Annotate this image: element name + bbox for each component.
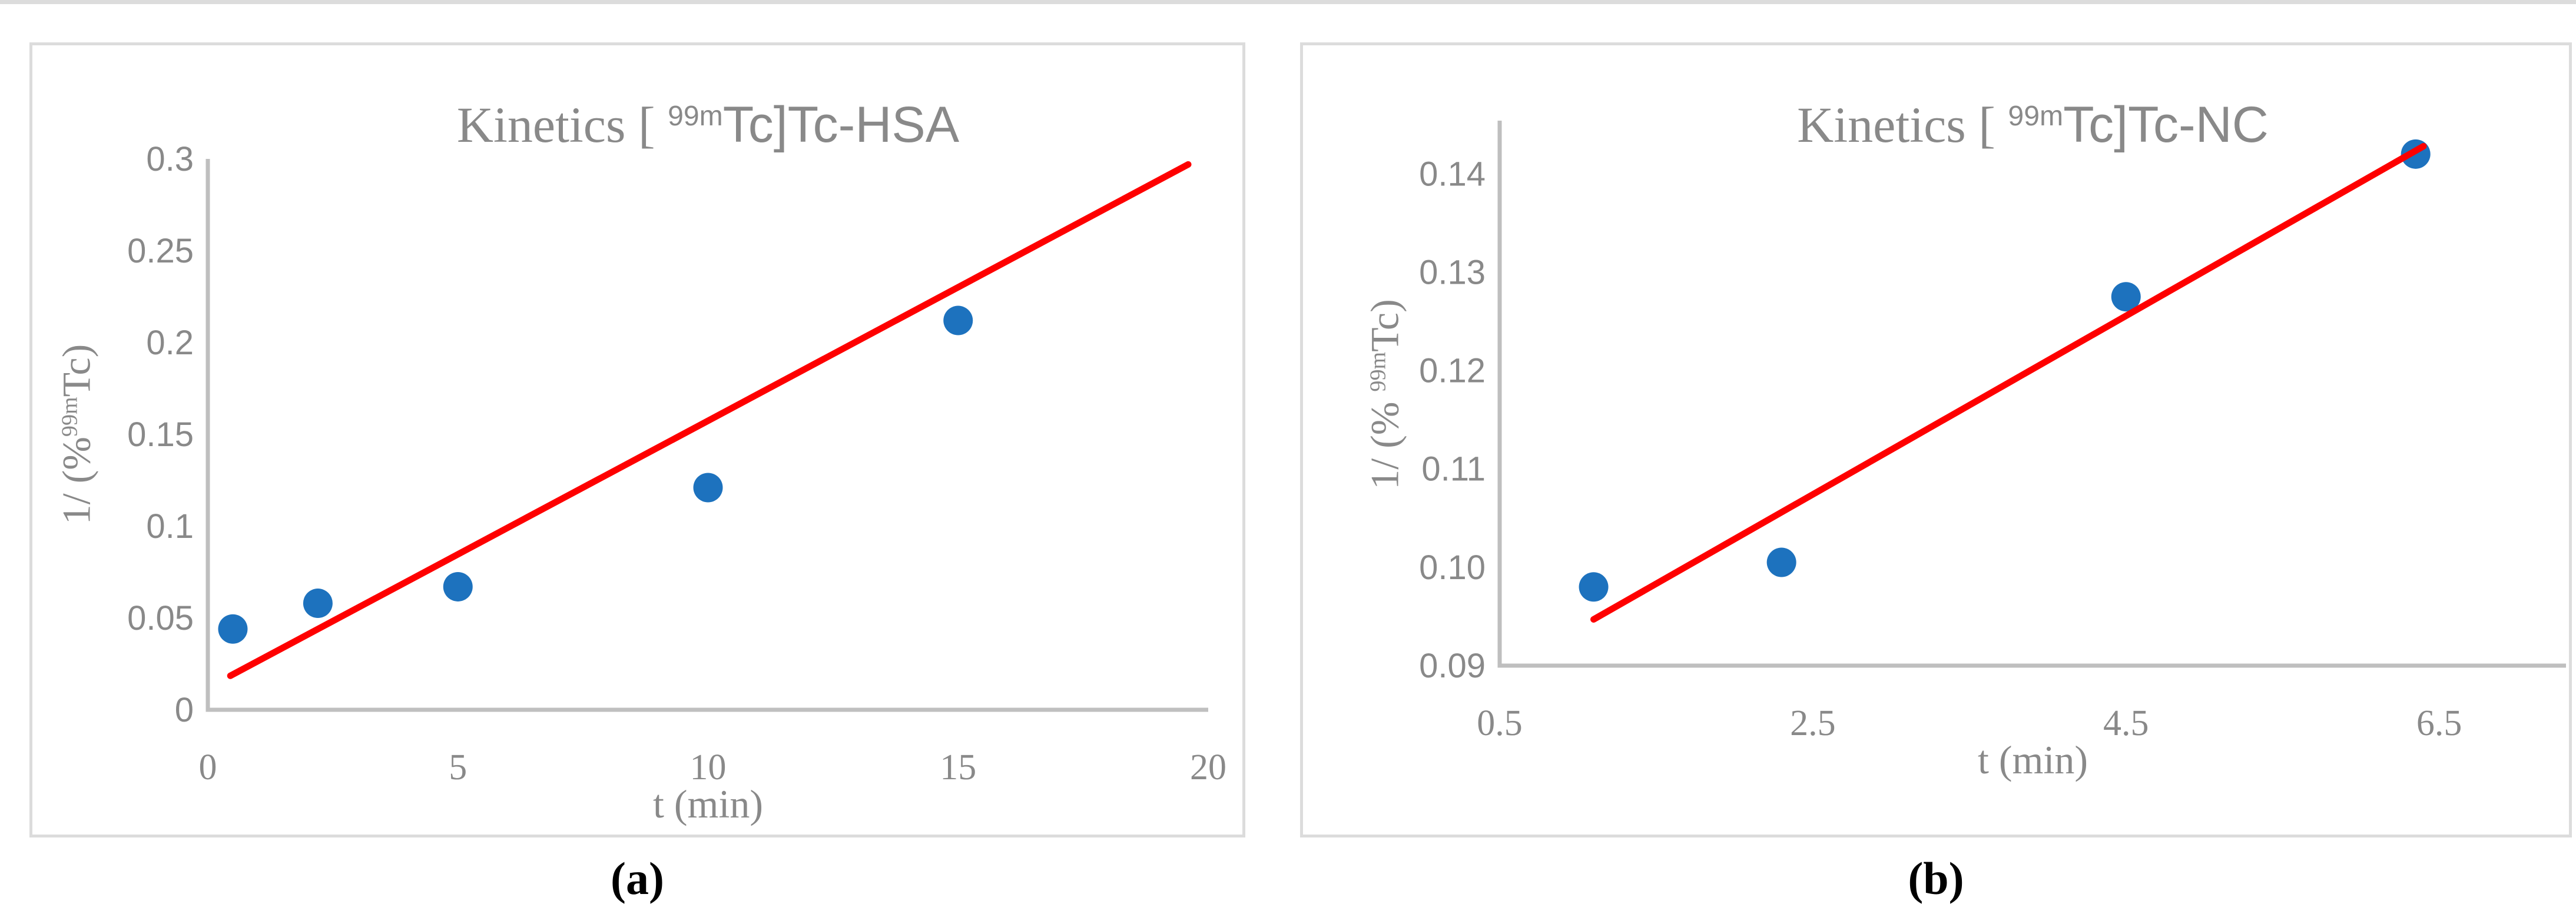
x-tick-label: 15 [940,747,976,787]
isotope-superscript: 99m [2008,100,2064,132]
x-tick-label: 2.5 [1790,703,1836,743]
x-tick-label: 4.5 [2103,703,2149,743]
data-point [1579,572,1609,602]
x-tick-label: 5 [449,747,467,787]
y-tick-label: 0.05 [127,599,194,637]
y-tick-label: 0.1 [146,507,194,546]
chart-title-a-prefix: Kinetics [ [456,97,668,153]
data-point [943,305,973,335]
x-tick-label: 6.5 [2416,703,2462,743]
figure-caption-a: (a) [611,853,664,904]
y-tick-label: 0.14 [1419,155,1486,193]
data-point [693,473,723,503]
figure-caption-b: (b) [1908,853,1964,904]
chart-title-a-isotope: 99mTc]Tc-HSA [668,97,959,153]
isotope-superscript: 99m [1365,351,1391,392]
trendline [1590,142,2427,623]
y-tick-label: 0.15 [127,416,194,454]
chart-title-b: Kinetics [ 99mTc]Tc-NC [1500,95,2566,154]
data-point [1766,547,1796,577]
x-axis-title-b: t (min) [1978,737,2088,782]
y-tick-label: 0 [175,691,194,729]
chart-title-b-rest: Tc]Tc-NC [2063,97,2269,153]
x-tick-label: 0 [199,747,217,787]
data-point [218,614,248,644]
y-axis-title-a: 1/ (%99mTc) [54,344,100,525]
data-point [443,571,473,601]
y-axis-title-a-prefix: 1/ (% [54,437,99,525]
chart-title-b-isotope: 99mTc]Tc-NC [2008,97,2268,153]
isotope-superscript: 99m [57,397,82,437]
y-tick-label: 0.11 [1421,450,1486,488]
isotope-superscript: 99m [668,100,723,132]
y-axis-title-b-prefix: 1/ (% [1362,391,1407,490]
axis-lines [205,159,1208,712]
trendline [227,161,1192,679]
page-top-rule [0,0,2576,4]
chart-title-b-prefix: Kinetics [ [1797,97,2008,153]
y-tick-label: 0.09 [1419,647,1486,685]
x-tick-label: 10 [690,747,727,787]
y-tick-label: 0.3 [146,140,194,178]
y-axis-title-a-suffix: Tc) [54,344,99,397]
axis-lines [1497,121,2566,668]
data-point [2111,282,2141,312]
plot-svg-b: 0.5 2.5 4.5 6.5 0.09 0.10 0.11 0.12 0.13 0.14 [1419,121,2566,743]
chart-panel-a: 0 5 10 15 20 0 0.05 0.1 0.15 0.2 0.25 0.3 Kinetics … [29,42,1245,837]
chart-title-a-rest: Tc]Tc-HSA [722,97,960,153]
y-tick-label: 0.25 [127,232,194,270]
y-tick-label: 0.12 [1419,352,1486,390]
plot-svg-a: 0 5 10 15 20 0 0.05 0.1 0.15 0.2 0.25 0.3 [127,140,1226,787]
x-axis-title-a: t (min) [653,782,763,826]
y-axis-title-b: 1/ (% 99mTc) [1362,299,1408,490]
y-tick-label: 0.10 [1419,549,1486,587]
x-tick-label: 20 [1190,747,1226,787]
data-point [303,589,333,619]
x-tick-label: 0.5 [1477,703,1523,743]
y-tick-label: 0.13 [1419,253,1486,291]
chart-panel-b: 0.5 2.5 4.5 6.5 0.09 0.10 0.11 0.12 0.13 0.14 Kin… [1300,42,2572,837]
y-tick-label: 0.2 [146,324,194,362]
y-axis-title-b-suffix: Tc) [1362,299,1407,352]
chart-title-a: Kinetics [ 99mTc]Tc-HSA [208,95,1208,154]
